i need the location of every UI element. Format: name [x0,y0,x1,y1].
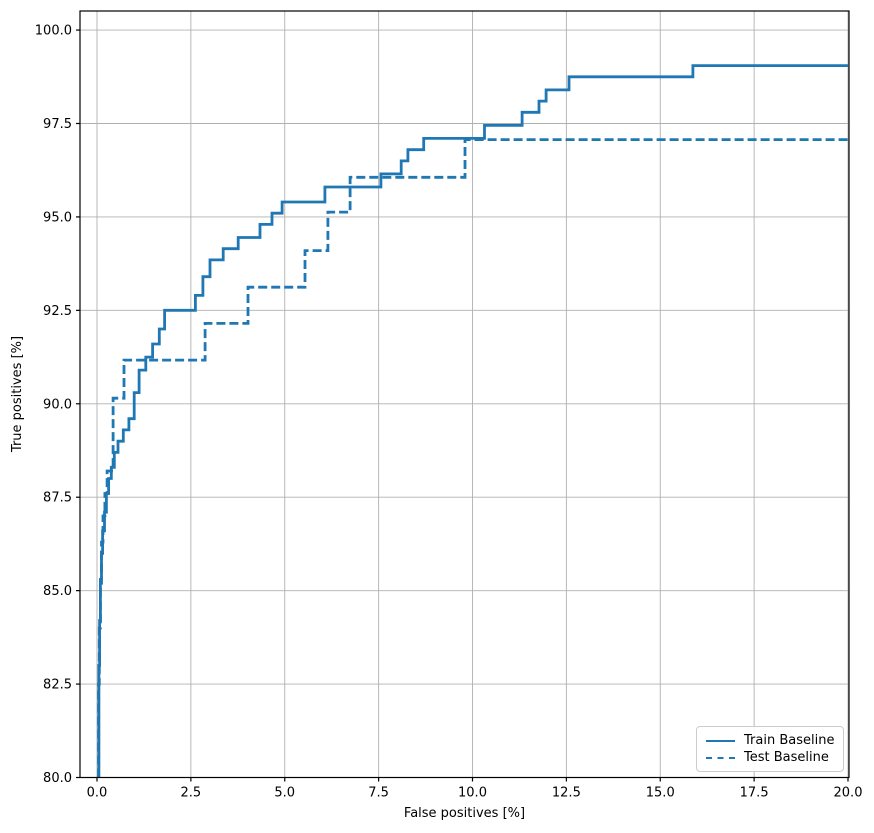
x-tick-label: 17.5 [740,786,769,801]
grid-lines [80,11,849,778]
y-tick-label: 97.5 [43,117,72,132]
x-tick-label: 10.0 [458,786,487,801]
x-tick-label: 20.0 [834,786,863,801]
y-tick-label: 95.0 [43,210,72,225]
legend: Train Baseline Test Baseline [696,726,844,772]
x-tick-label: 5.0 [274,786,295,801]
x-tick-label: 2.5 [181,786,202,801]
y-tick-label: 80.0 [43,771,72,786]
x-tick-label: 15.0 [646,786,675,801]
legend-item-test-baseline: Test Baseline [706,749,833,766]
tick-marks [76,29,849,782]
series-line-train-baseline [97,64,848,778]
y-tick-label: 87.5 [43,491,72,506]
y-tick-label: 92.5 [43,304,72,319]
x-tick-label: 7.5 [368,786,389,801]
series-line-test-baseline [97,138,848,778]
y-axis-label: True positives [%] [10,336,25,453]
y-tick-label: 85.0 [43,584,72,599]
series-lines [97,64,848,778]
legend-label-train: Train Baseline [744,733,835,748]
x-tick-label: 12.5 [552,786,581,801]
dashed-line-sample-icon [706,756,735,759]
x-tick-label: 0.0 [87,786,108,801]
y-tick-label: 100.0 [35,24,72,39]
legend-item-train-baseline: Train Baseline [706,732,835,749]
axes-spines [79,10,850,779]
x-axis-label: False positives [%] [404,806,525,821]
y-tick-label: 90.0 [43,397,72,412]
solid-line-sample-icon [706,739,735,742]
tick-labels: 0.0 2.5 5.0 7.5 10.0 12.5 15.0 17.5 20.0 80.0 82.5… [35,24,863,801]
y-tick-label: 82.5 [43,678,72,693]
legend-label-test: Test Baseline [744,750,829,765]
